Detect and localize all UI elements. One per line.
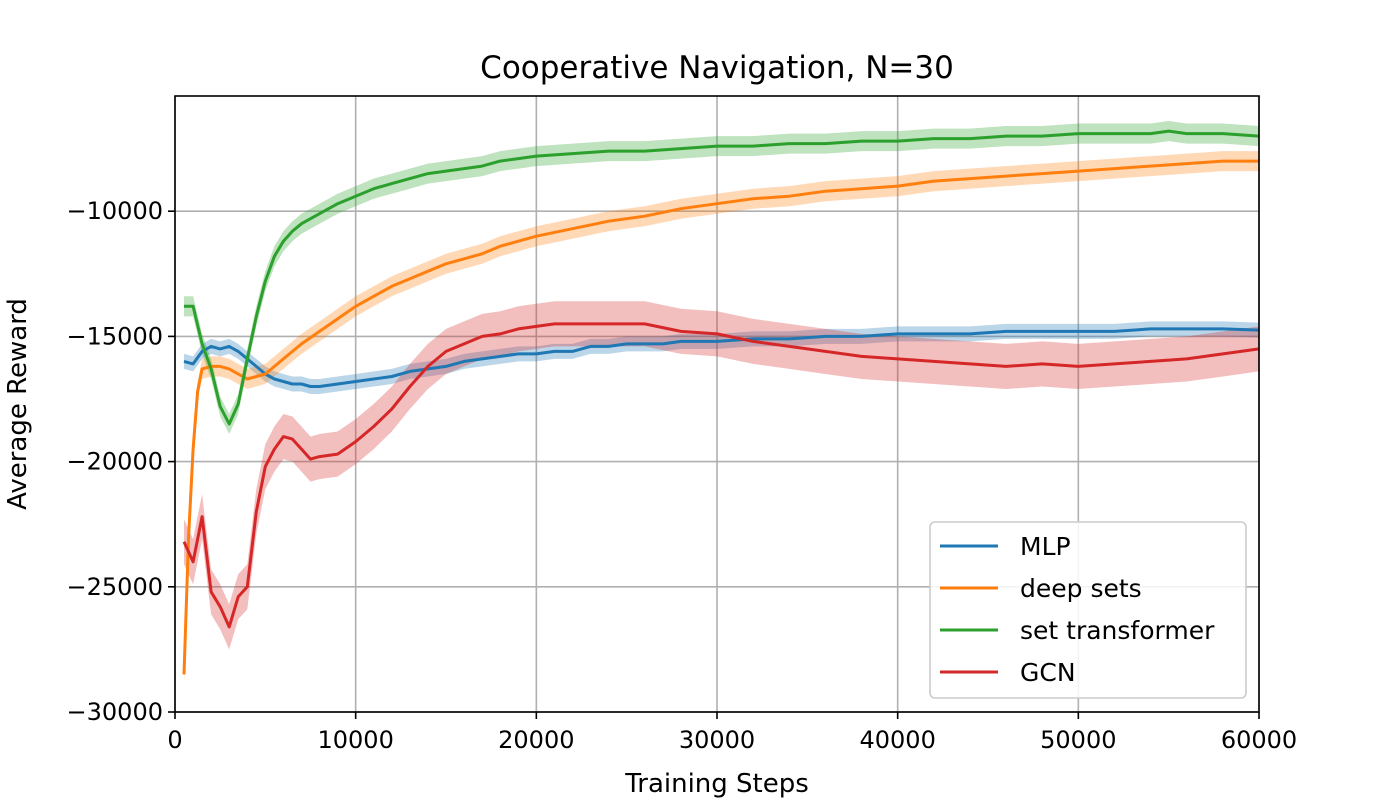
y-tick-label: −25000 (67, 573, 163, 601)
y-tick-label: −30000 (67, 698, 163, 726)
series-line-gcn (182, 322, 1260, 629)
legend-box (929, 521, 1247, 699)
x-tick-label: 20000 (498, 726, 574, 754)
series-line-set-transformer (184, 129, 1260, 426)
x-axis-label: Training Steps (624, 769, 809, 799)
x-tick-label: 60000 (1221, 726, 1297, 754)
legend-label-mlp: MLP (1020, 532, 1071, 561)
legend-label-deep-sets: deep sets (1020, 574, 1142, 603)
y-tick-label: −15000 (67, 322, 163, 350)
series-line-mlp (183, 327, 1260, 388)
axis-ticks: 0 10000 20000 30000 40000 50000 60000 −30000 −25… (67, 197, 1298, 754)
y-tick-label: −10000 (67, 197, 163, 225)
series-line-deep-sets (182, 159, 1259, 675)
legend: MLP deep sets set transformer GCN (929, 521, 1247, 699)
legend-label-gcn: GCN (1020, 658, 1076, 687)
x-tick-label: 10000 (317, 726, 393, 754)
series-lines (182, 129, 1260, 675)
x-tick-label: 0 (167, 726, 182, 754)
legend-label-set-transformer: set transformer (1020, 616, 1215, 645)
x-tick-label: 30000 (679, 726, 755, 754)
x-tick-label: 50000 (1040, 726, 1116, 754)
confidence-bands (184, 121, 1259, 685)
y-axis-label: Average Reward (3, 298, 33, 510)
x-tick-label: 40000 (859, 726, 935, 754)
chart-title: Cooperative Navigation, N=30 (480, 50, 954, 86)
band-mlp (184, 321, 1259, 394)
y-tick-label: −20000 (67, 448, 163, 476)
